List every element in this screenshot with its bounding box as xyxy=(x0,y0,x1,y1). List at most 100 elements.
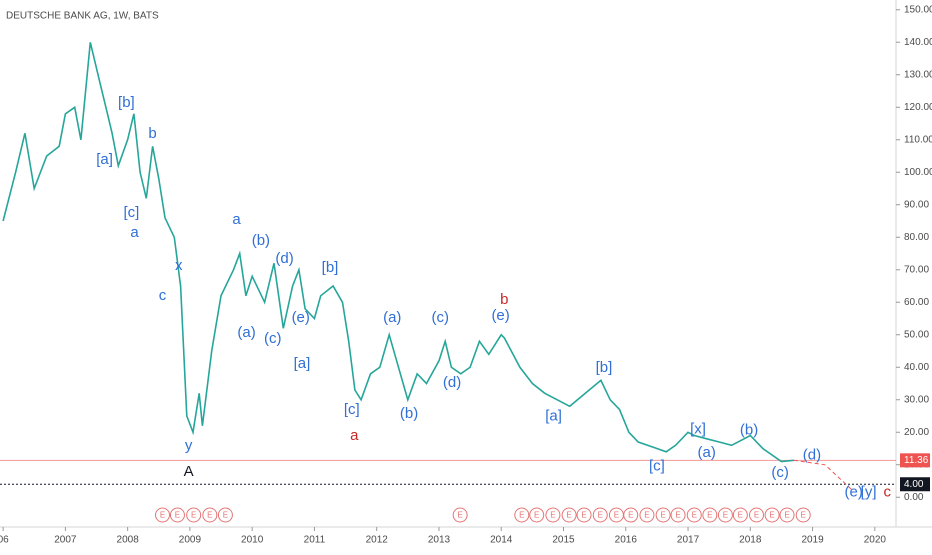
wave-label: b xyxy=(148,125,156,142)
wave-label: a xyxy=(350,427,359,444)
earnings-label: E xyxy=(598,511,603,520)
earnings-label: E xyxy=(660,511,665,520)
y-tick-label: 100.00 xyxy=(904,167,932,178)
earnings-marker xyxy=(764,507,780,523)
x-tick-label: 2019 xyxy=(801,535,824,546)
earnings-marker xyxy=(592,507,608,523)
earnings-label: E xyxy=(707,511,712,520)
wave-label: [c] xyxy=(344,401,360,418)
x-tick-label: 2009 xyxy=(179,535,202,546)
wave-label: x xyxy=(175,257,183,274)
earnings-label: E xyxy=(534,511,539,520)
earnings-marker xyxy=(576,507,592,523)
earnings-marker xyxy=(529,507,545,523)
wave-label: [a] xyxy=(294,355,311,372)
wave-label: [c] xyxy=(649,457,665,474)
price-line xyxy=(793,459,854,492)
wave-label: c xyxy=(884,483,892,500)
x-tick-label: 2008 xyxy=(117,535,140,546)
x-tick-label: 2013 xyxy=(428,535,451,546)
wave-label: [b] xyxy=(596,359,613,376)
earnings-label: E xyxy=(223,511,228,520)
wave-label: (a) xyxy=(383,309,401,326)
x-tick-label: 06 xyxy=(0,535,9,546)
earnings-label: E xyxy=(191,511,196,520)
x-tick-label: 2014 xyxy=(490,535,513,546)
earnings-marker xyxy=(186,507,202,523)
wave-label: a xyxy=(130,224,139,241)
earnings-marker xyxy=(217,507,233,523)
y-tick-label: 70.00 xyxy=(904,264,929,275)
wave-label: (b) xyxy=(252,232,270,249)
earnings-label: E xyxy=(614,511,619,520)
wave-label: A xyxy=(184,463,194,480)
earnings-label: E xyxy=(801,511,806,520)
earnings-label: E xyxy=(519,511,524,520)
x-tick-label: 2011 xyxy=(304,535,326,546)
price-level-label: 11.36 xyxy=(904,455,929,466)
y-tick-label: 130.00 xyxy=(904,69,932,80)
x-tick-label: 2010 xyxy=(241,535,264,546)
earnings-label: E xyxy=(675,511,680,520)
earnings-marker xyxy=(623,507,639,523)
x-tick-label: 2015 xyxy=(552,535,575,546)
wave-label: (e) xyxy=(292,309,310,326)
earnings-marker xyxy=(452,507,468,523)
y-tick-label: 20.00 xyxy=(904,427,929,438)
earnings-marker xyxy=(545,507,561,523)
wave-label: (c) xyxy=(771,464,789,481)
wave-label: (d) xyxy=(803,446,821,463)
wave-label: (e) xyxy=(491,307,509,324)
y-tick-label: 0.00 xyxy=(904,492,924,503)
y-tick-label: 40.00 xyxy=(904,362,929,373)
earnings-marker xyxy=(717,507,733,523)
earnings-label: E xyxy=(457,511,462,520)
wave-label: [y] xyxy=(861,483,877,500)
earnings-marker xyxy=(702,507,718,523)
earnings-marker xyxy=(639,507,655,523)
earnings-label: E xyxy=(738,511,743,520)
wave-label: a xyxy=(232,211,241,228)
wave-label: y xyxy=(185,437,193,454)
earnings-label: E xyxy=(566,511,571,520)
earnings-marker xyxy=(795,507,811,523)
earnings-marker xyxy=(779,507,795,523)
x-tick-label: 2017 xyxy=(677,535,700,546)
wave-label: [a] xyxy=(96,151,113,168)
earnings-marker xyxy=(655,507,671,523)
earnings-marker xyxy=(514,507,530,523)
earnings-label: E xyxy=(581,511,586,520)
wave-label: [b] xyxy=(322,259,339,276)
x-tick-label: 2016 xyxy=(615,535,638,546)
y-tick-label: 60.00 xyxy=(904,297,929,308)
wave-label: (b) xyxy=(400,405,418,422)
earnings-marker xyxy=(732,507,748,523)
y-tick-label: 30.00 xyxy=(904,394,929,405)
earnings-marker xyxy=(202,507,218,523)
y-tick-label: 150.00 xyxy=(904,4,932,15)
price-level-label: 4.00 xyxy=(904,479,924,490)
wave-label: (c) xyxy=(264,330,282,347)
earnings-label: E xyxy=(769,511,774,520)
earnings-marker xyxy=(155,507,171,523)
wave-label: [b] xyxy=(118,94,135,111)
wave-label: [c] xyxy=(123,204,139,221)
earnings-marker xyxy=(561,507,577,523)
wave-label: [x] xyxy=(690,420,706,437)
earnings-label: E xyxy=(692,511,697,520)
y-tick-label: 110.00 xyxy=(904,134,932,145)
y-tick-label: 50.00 xyxy=(904,329,929,340)
wave-label: (c) xyxy=(431,309,449,326)
wave-label: (d) xyxy=(443,374,461,391)
earnings-marker xyxy=(670,507,686,523)
price-level-box xyxy=(900,477,930,492)
y-tick-label: 120.00 xyxy=(904,102,932,113)
wave-label: (b) xyxy=(740,421,758,438)
wave-label: b xyxy=(500,291,508,308)
wave-label: (a) xyxy=(237,324,255,341)
wave-label: (a) xyxy=(698,444,716,461)
earnings-label: E xyxy=(644,511,649,520)
earnings-marker xyxy=(749,507,765,523)
